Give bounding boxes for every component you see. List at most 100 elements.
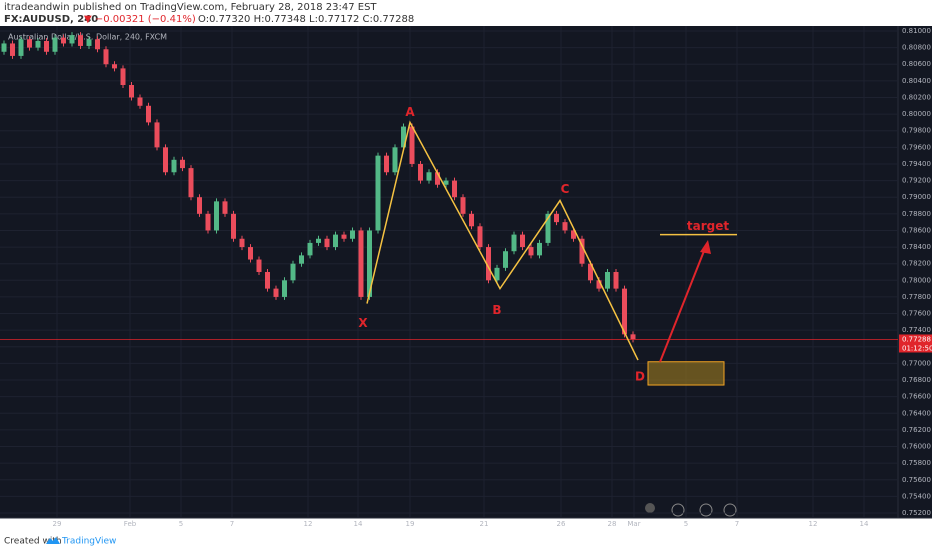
tv-logo: [46, 537, 60, 544]
candle: [265, 272, 270, 289]
price-label: 0.76200: [902, 426, 931, 434]
price-label: 0.75200: [902, 509, 931, 517]
candle: [630, 334, 636, 340]
candle: [18, 39, 24, 56]
price-label: 0.76800: [902, 376, 931, 384]
date-label: 26: [557, 520, 566, 528]
candle: [511, 234, 517, 252]
arrow-head: [700, 240, 711, 254]
icon: [699, 503, 713, 517]
change: ▼ −0.00321 (−0.41%): [84, 14, 196, 25]
candle: [86, 39, 92, 46]
date-label: 5: [684, 520, 688, 528]
candle: [256, 259, 262, 272]
candle: [435, 172, 440, 185]
price-label: 0.80600: [902, 60, 931, 68]
candle: [163, 147, 168, 173]
candle: [299, 255, 304, 264]
date-label: 14: [354, 520, 363, 528]
price-label: 0.79800: [902, 127, 931, 135]
candle: [137, 97, 143, 106]
ohlc: O:0.77320 H:0.77348 L:0.77172 C:0.77288: [198, 14, 414, 25]
pattern-label: X: [358, 316, 368, 330]
candle: [69, 35, 75, 44]
candle: [469, 213, 474, 227]
candle: [443, 180, 449, 185]
price-label: 0.77000: [902, 359, 931, 367]
toolbar-icons: [645, 503, 737, 517]
date-label: 12: [809, 520, 818, 528]
arrow-shaft: [659, 245, 707, 363]
date-label: 7: [230, 520, 234, 528]
price-label: 0.75400: [902, 492, 931, 500]
candle: [545, 213, 551, 243]
candle: [622, 288, 627, 335]
candle: [171, 159, 177, 173]
price-label: 0.80200: [902, 93, 931, 101]
last-price-badge: [899, 334, 932, 353]
price-label: 0.75800: [902, 459, 931, 467]
price-label: 0.80000: [902, 110, 931, 118]
candle: [61, 37, 66, 44]
candle: [613, 272, 619, 289]
candle: [248, 247, 253, 260]
candle: [1, 43, 7, 52]
price-label: 0.79600: [902, 143, 931, 151]
price-label: 0.78600: [902, 226, 931, 234]
date-label: 14: [860, 520, 869, 528]
candle: [112, 64, 117, 69]
date-label: 12: [304, 520, 313, 528]
icon: [723, 503, 737, 517]
target-zone: [647, 361, 725, 386]
price-label: 0.79400: [902, 160, 931, 168]
candle: [120, 68, 126, 86]
candle: [205, 213, 211, 231]
candle: [452, 180, 457, 198]
candle: [367, 230, 372, 297]
candle: [409, 126, 415, 164]
candle: [460, 197, 466, 214]
candle: [341, 234, 347, 239]
candle: [528, 247, 534, 256]
price-label: 0.79200: [902, 177, 931, 185]
date-label: 21: [480, 520, 489, 528]
footer-brand: TradingView: [61, 537, 116, 547]
price-label: 0.78800: [902, 210, 931, 218]
candle: [605, 272, 610, 289]
candle: [129, 85, 134, 98]
price-label: 0.77600: [902, 310, 931, 318]
candle: [35, 40, 41, 48]
date-label: 28: [608, 520, 617, 528]
candle: [503, 251, 508, 268]
date-label: Mar: [627, 520, 640, 528]
date-label: Feb: [124, 520, 137, 528]
candle: [375, 155, 381, 231]
candle: [494, 267, 500, 281]
chart-background: [0, 26, 932, 518]
candle: [214, 201, 219, 231]
price-label: 0.77400: [902, 326, 931, 334]
icon: [645, 503, 655, 513]
price-label: 0.79000: [902, 193, 931, 201]
candle: [316, 238, 321, 243]
pattern-label: A: [405, 105, 415, 119]
candle: [27, 39, 32, 48]
candle: [571, 230, 576, 239]
candle: [418, 163, 423, 181]
candle: [231, 213, 236, 239]
candle: [324, 238, 330, 248]
candle: [588, 263, 593, 281]
candle: [554, 213, 559, 223]
instrument-label: Australian Dollar/U.S. Dollar, 240, FXCM: [8, 33, 167, 42]
candle: [44, 40, 49, 52]
candle: [358, 230, 364, 297]
date-label: 29: [53, 520, 62, 528]
price-label: 0.78000: [902, 276, 931, 284]
candle: [537, 242, 542, 256]
price-label: 0.76400: [902, 409, 931, 417]
pattern-label: D: [635, 370, 645, 384]
candle: [477, 226, 483, 248]
price-label: 0.75600: [902, 476, 931, 484]
xabcd-pattern: [366, 120, 639, 361]
